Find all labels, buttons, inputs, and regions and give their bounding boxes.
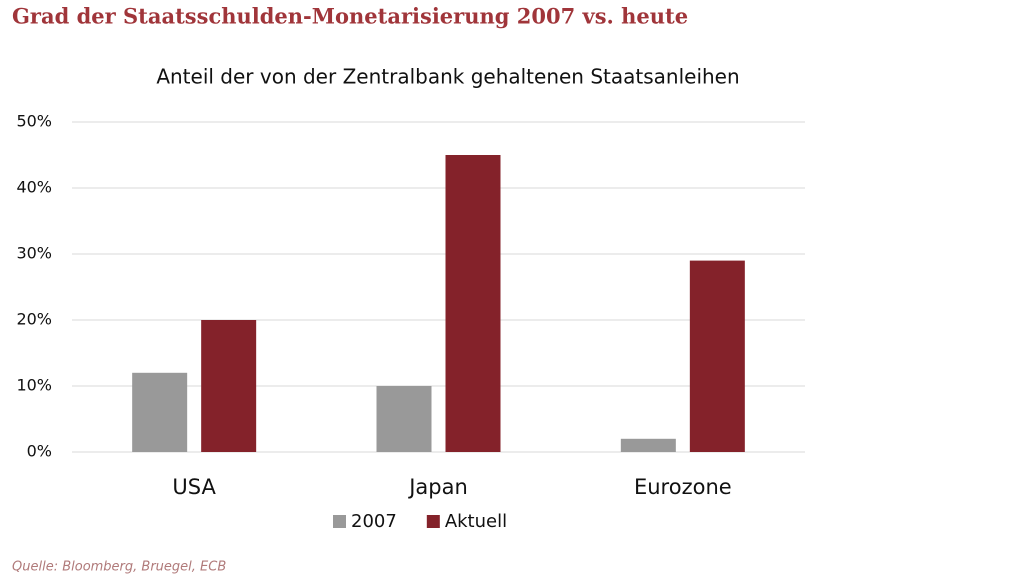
page-heading: Grad der Staatsschulden-Monetarisierung … bbox=[12, 4, 688, 29]
bar bbox=[620, 438, 676, 452]
y-tick-label: 0% bbox=[27, 442, 52, 461]
bar bbox=[132, 372, 188, 452]
legend-swatch bbox=[426, 515, 440, 528]
bar bbox=[201, 320, 257, 452]
x-tick-label: Eurozone bbox=[634, 475, 732, 499]
y-tick-label: 40% bbox=[16, 178, 52, 197]
bar bbox=[445, 155, 501, 452]
y-tick-label: 10% bbox=[16, 376, 52, 395]
y-tick-label: 50% bbox=[16, 112, 52, 131]
bar bbox=[689, 260, 745, 452]
x-tick-label: USA bbox=[172, 475, 216, 499]
x-tick-label: Japan bbox=[407, 475, 468, 499]
legend-label: Aktuell bbox=[445, 511, 507, 532]
y-tick-label: 20% bbox=[16, 310, 52, 329]
legend-swatch bbox=[333, 515, 346, 528]
legend-label: 2007 bbox=[351, 511, 397, 532]
bar bbox=[376, 386, 432, 452]
y-tick-label: 30% bbox=[16, 244, 52, 263]
chart-title: Anteil der von der Zentralbank gehaltene… bbox=[156, 65, 739, 89]
source-note: Quelle: Bloomberg, Bruegel, ECB bbox=[12, 560, 226, 575]
